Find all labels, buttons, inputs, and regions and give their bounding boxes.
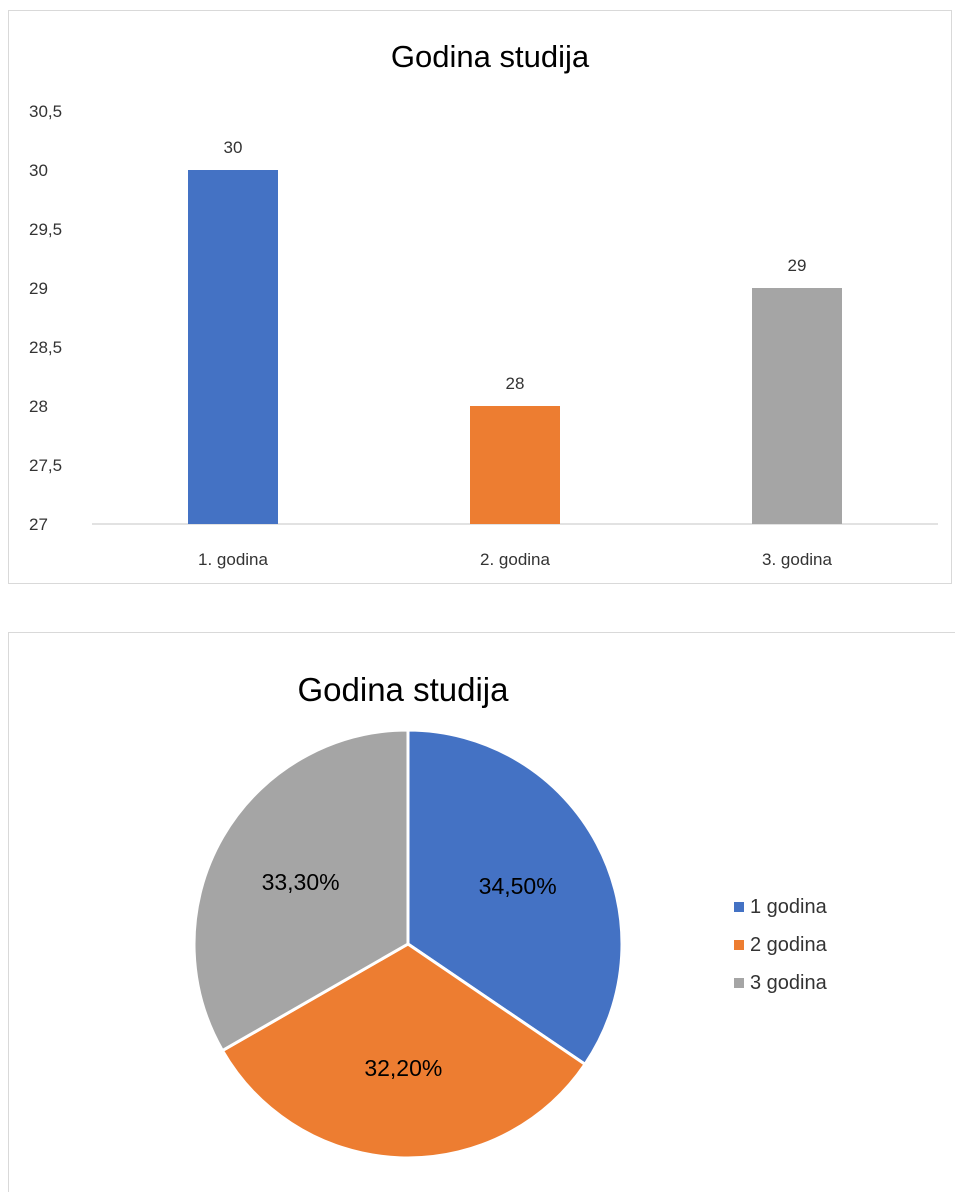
pie-data-label: 34,50% bbox=[479, 873, 557, 899]
bar-chart: Godina studija 27 27,5 28 28,5 29 29,5 30 30,5 … bbox=[8, 10, 952, 584]
bar bbox=[188, 170, 278, 524]
bar-chart-title: Godina studija bbox=[391, 39, 590, 74]
bar-data-label: 30 bbox=[224, 138, 243, 157]
pie-chart-title: Godina studija bbox=[298, 671, 510, 708]
y-tick-label: 30 bbox=[29, 161, 48, 180]
legend-label: 3 godina bbox=[750, 972, 828, 994]
x-tick-label: 1. godina bbox=[198, 550, 268, 569]
pie-slice bbox=[220, 942, 588, 1160]
y-axis-ticks: 27 27,5 28 28,5 29 29,5 30 30,5 bbox=[29, 102, 62, 534]
legend-swatch bbox=[734, 902, 744, 912]
y-tick-label: 29 bbox=[29, 279, 48, 298]
bar-chart-svg: Godina studija 2727,52828,52929,53030,5 … bbox=[29, 39, 938, 569]
pie-legend: 1 godina 2 godina 3 godina bbox=[734, 896, 828, 994]
x-tick-label: 3. godina bbox=[762, 550, 832, 569]
y-tick-label: 30,5 bbox=[29, 102, 62, 121]
y-tick-label: 28,5 bbox=[29, 338, 62, 357]
y-tick-label: 28 bbox=[29, 397, 48, 416]
pie-chart: Godina studija 34,50% 32,20% 33,30% 1 godi… bbox=[8, 632, 955, 1192]
x-axis-ticks: 1. godina 2. godina 3. godina bbox=[198, 550, 832, 569]
pie-chart-svg: Godina studija 34,50% 32,20% 33,30% 1 godi… bbox=[192, 671, 828, 1160]
legend-label: 1 godina bbox=[750, 896, 828, 918]
pie-data-label: 33,30% bbox=[262, 869, 340, 895]
bar-series bbox=[188, 170, 842, 524]
bar-data-label: 29 bbox=[788, 256, 807, 275]
legend-swatch bbox=[734, 978, 744, 988]
bar-data-label: 28 bbox=[506, 374, 525, 393]
x-tick-label: 2. godina bbox=[480, 550, 550, 569]
bar bbox=[470, 406, 560, 524]
y-tick-label: 27 bbox=[29, 515, 48, 534]
pie-slices bbox=[192, 728, 624, 1160]
y-tick-label: 27,5 bbox=[29, 456, 62, 475]
legend-label: 2 godina bbox=[750, 934, 828, 956]
pie-slice bbox=[192, 728, 410, 1053]
pie-slice bbox=[406, 728, 624, 1067]
bar-data-labels: 30 28 29 bbox=[224, 138, 807, 393]
legend-swatch bbox=[734, 940, 744, 950]
pie-data-label: 32,20% bbox=[364, 1055, 442, 1081]
bar bbox=[752, 288, 842, 524]
y-tick-label: 29,5 bbox=[29, 220, 62, 239]
pie-data-labels: 34,50% 32,20% 33,30% bbox=[262, 869, 557, 1081]
